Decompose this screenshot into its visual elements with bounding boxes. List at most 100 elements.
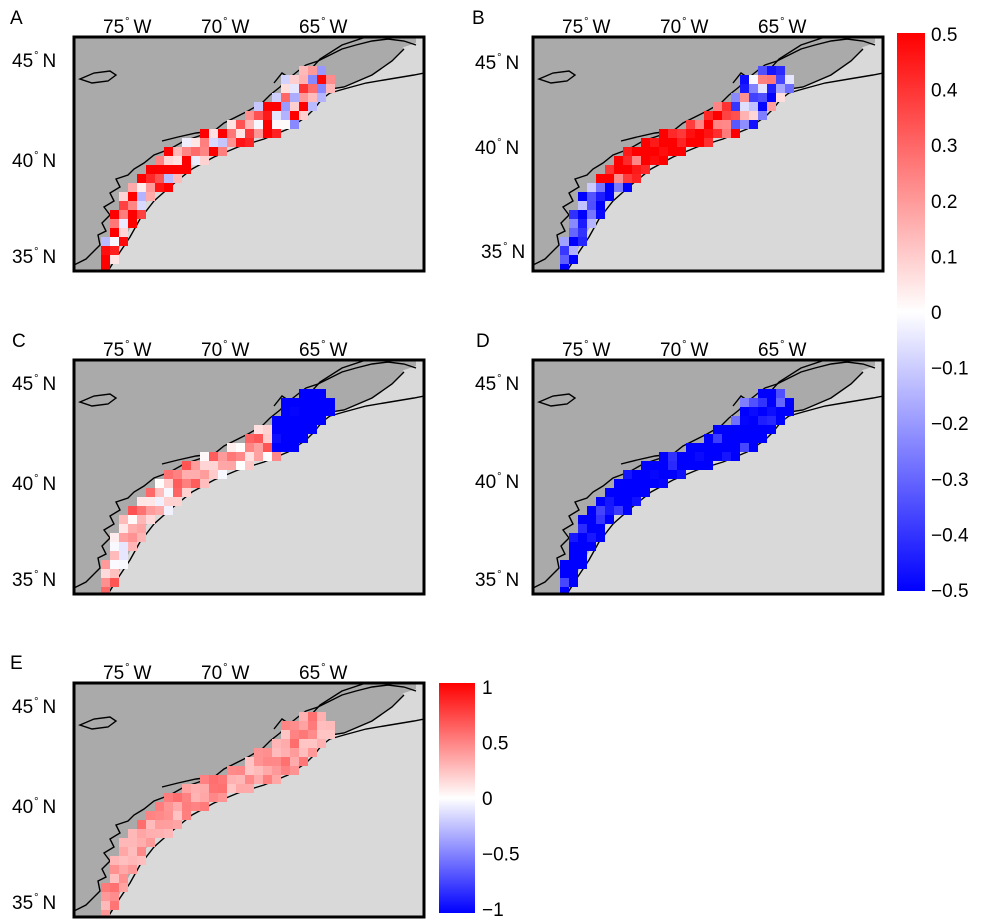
- grid-cell: [281, 93, 290, 102]
- grid-cell: [272, 739, 281, 748]
- grid-cell: [623, 156, 632, 165]
- grid-cell: [164, 497, 173, 506]
- grid-cell: [740, 111, 749, 120]
- colorbar-shared: 0.5 0.4 0.3 0.2 0.1 0 −0.1 −0.2 −0.3 −0.4 −0.5: [897, 25, 969, 602]
- map-panel-e: [72, 681, 426, 919]
- grid-cell: [227, 138, 236, 147]
- grid-cell: [713, 120, 722, 129]
- colorbar-tick-label: 0.4: [931, 81, 958, 102]
- grid-cell: [578, 237, 587, 246]
- grid-cell: [173, 488, 182, 497]
- grid-cell: [587, 210, 596, 219]
- grid-cell: [650, 156, 659, 165]
- grid-cell: [623, 506, 632, 515]
- grid-cell: [155, 820, 164, 829]
- grid-cell: [272, 102, 281, 111]
- grid-cell: [659, 129, 668, 138]
- grid-cell: [155, 156, 164, 165]
- grid-cell: [632, 156, 641, 165]
- grid-cell: [686, 461, 695, 470]
- grid-cell: [200, 461, 209, 470]
- grid-cell: [173, 156, 182, 165]
- grid-cell: [776, 66, 785, 75]
- grid-cell: [290, 111, 299, 120]
- grid-cell: [164, 183, 173, 192]
- grid-cell: [668, 452, 677, 461]
- grid-cell: [128, 515, 137, 524]
- grid-cell: [236, 452, 245, 461]
- grid-cell: [290, 84, 299, 93]
- grid-cell: [605, 497, 614, 506]
- colorbar-tick-label: −0.1: [931, 359, 969, 380]
- lon-tick-70w: 70° W: [201, 662, 250, 684]
- grid-cell: [290, 75, 299, 84]
- grid-cell: [605, 165, 614, 174]
- grid-cell: [758, 93, 767, 102]
- grid-cell: [677, 470, 686, 479]
- grid-cell: [623, 174, 632, 183]
- grid-cell: [731, 452, 740, 461]
- grid-cell: [299, 407, 308, 416]
- grid-cell: [281, 757, 290, 766]
- grid-cell: [299, 66, 308, 75]
- grid-cell: [101, 587, 110, 594]
- grid-cell: [785, 75, 794, 84]
- grid-cell: [101, 883, 110, 892]
- grid-cell: [290, 757, 299, 766]
- grid-cell: [605, 488, 614, 497]
- grid-cell: [713, 452, 722, 461]
- grid-cell: [110, 246, 119, 255]
- map-body: [533, 360, 883, 594]
- grid-cell: [704, 129, 713, 138]
- grid-cell: [686, 452, 695, 461]
- lon-tick-70w: 70° W: [660, 16, 709, 38]
- lon-tick-65w: 65° W: [758, 339, 807, 361]
- grid-cell: [569, 551, 578, 560]
- grid-cell: [587, 524, 596, 533]
- grid-cell: [128, 542, 137, 551]
- lon-tick-70w: 70° W: [660, 339, 709, 361]
- grid-cell: [659, 147, 668, 156]
- data-cells-a: [101, 66, 335, 271]
- grid-cell: [182, 165, 191, 174]
- grid-cell: [227, 766, 236, 775]
- grid-cell: [740, 425, 749, 434]
- grid-cell: [245, 434, 254, 443]
- grid-cell: [272, 129, 281, 138]
- grid-cell: [182, 802, 191, 811]
- grid-cell: [722, 443, 731, 452]
- panel-letter-e: E: [10, 653, 23, 674]
- grid-cell: [137, 201, 146, 210]
- grid-cell: [200, 479, 209, 488]
- grid-cell: [263, 102, 272, 111]
- grid-cell: [101, 560, 110, 569]
- grid-cell: [110, 219, 119, 228]
- grid-cell: [227, 452, 236, 461]
- grid-cell: [137, 856, 146, 865]
- grid-cell: [578, 560, 587, 569]
- grid-cell: [290, 425, 299, 434]
- grid-cell: [758, 84, 767, 93]
- grid-cell: [236, 138, 245, 147]
- grid-cell: [182, 470, 191, 479]
- grid-cell: [641, 488, 650, 497]
- grid-cell: [758, 416, 767, 425]
- grid-cell: [137, 533, 146, 542]
- panel-letter-b: B: [472, 8, 485, 29]
- map-panel-d: [531, 358, 885, 596]
- grid-cell: [146, 183, 155, 192]
- grid-cell: [254, 452, 263, 461]
- grid-cell: [767, 425, 776, 434]
- grid-cell: [191, 138, 200, 147]
- grid-cell: [704, 111, 713, 120]
- grid-cell: [308, 425, 317, 434]
- colorbar-tick-label: −0.5: [931, 581, 969, 602]
- grid-cell: [128, 183, 137, 192]
- colorbar-e-ticks: 1 0.5 0 −0.5 −1: [482, 678, 520, 921]
- grid-cell: [245, 757, 254, 766]
- grid-cell: [164, 156, 173, 165]
- grid-cell: [281, 75, 290, 84]
- grid-cell: [245, 775, 254, 784]
- grid-cell: [632, 174, 641, 183]
- colorbar-tick-label: −1: [482, 900, 504, 921]
